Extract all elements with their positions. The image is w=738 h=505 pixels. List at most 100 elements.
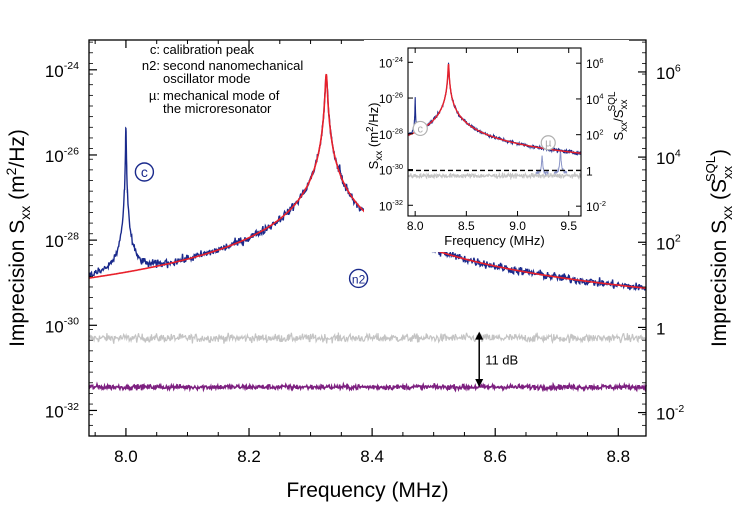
inset-y-title-part: S	[366, 160, 381, 169]
y-tick-label-base: 10	[45, 402, 64, 421]
inset-y-tick-label-exp: -32	[392, 198, 403, 207]
y2-tick-label-exp: -2	[675, 403, 685, 415]
y-tick-label-base: 10	[45, 62, 64, 81]
y2-tick-label-exp: 6	[675, 62, 681, 74]
y2-tick-label: 102	[656, 233, 681, 254]
inset-y-tick-label-base: 10	[379, 92, 393, 106]
x-tick-label: 8.8	[606, 447, 630, 466]
y-axis-title: Imprecision Sxx (m2/Hz)	[3, 129, 33, 347]
y-title-part: /Hz)	[6, 129, 29, 168]
inset-mu-peak	[535, 155, 549, 176]
y2-title-sub: xx	[719, 206, 735, 220]
inset-x-tick-label: 8.0	[407, 219, 424, 233]
y2-tick-label-base: 10	[656, 405, 675, 424]
inset-y2-title-sup: SQL	[607, 91, 618, 111]
legend-text: the microresonator	[163, 101, 272, 116]
inset-y2-title-part: S	[611, 131, 626, 140]
inset-y-tick-label-base: 10	[379, 164, 393, 178]
inset-y2-axis-title: Sxx/SxxSQL	[607, 91, 630, 140]
inset-y2-tick-label: 1	[586, 164, 593, 178]
y2-axis-title: Imprecision Sxx (SxxSQL)	[703, 149, 735, 347]
inset-y-tick-label-base: 10	[379, 199, 393, 213]
inset-frame	[407, 47, 582, 217]
inset-background	[364, 40, 629, 252]
y-tick-label-base: 10	[45, 147, 64, 166]
inset-y2-tick-label-exp: 4	[599, 92, 603, 101]
inset-y2-tick-label-exp: 6	[599, 56, 603, 65]
annotation-circle	[348, 268, 369, 289]
y2-tick-label-exp: 2	[675, 233, 681, 245]
inset-y-tick-label: 10-28	[379, 126, 403, 141]
inset-y2-tick-label-base: 1	[586, 164, 593, 178]
inset-y2-tick-label: 106	[586, 56, 604, 71]
inset-y-title-part: /Hz)	[366, 103, 381, 127]
x-tick-label: 8.4	[360, 447, 384, 466]
inset-y-tick-label: 10-24	[379, 55, 403, 70]
inset-y2-tick-label-base: 10	[586, 200, 600, 214]
y2-tick-label-base: 10	[656, 234, 675, 253]
y-tick-label-base: 10	[45, 232, 64, 251]
inset-plot: 8.0 8.5 9.0 9.510-2410-2610-2810-3010-32106…	[364, 40, 630, 252]
inset-y-title-sub: xx	[374, 151, 385, 161]
legend-text: mechanical mode of	[163, 88, 280, 103]
inset-y2-tick-label-base: 10	[586, 93, 600, 107]
inset-annotation-label: µ	[545, 138, 552, 150]
y-tick-label: 10-26	[45, 145, 79, 166]
fit-series	[88, 73, 647, 289]
legend-text: oscillator mode	[163, 71, 250, 86]
arrow-head-top	[475, 331, 484, 340]
inset-y2-tick-label-base: 10	[586, 57, 600, 71]
inset-y2-title-sub: xx	[619, 100, 630, 110]
x-tick-label: 8.6	[483, 447, 507, 466]
y-tick-label-exp: -24	[64, 60, 79, 72]
inset-x-tick-label: 9.0	[509, 219, 526, 233]
inset-y2-title-part: /S	[611, 109, 626, 122]
inset-x-axis-title: Frequency (MHz)	[444, 233, 544, 248]
inset-annotation-label: c	[418, 123, 424, 135]
y-tick-label-exp: -28	[64, 230, 79, 242]
inset-y2-tick-label: 10-2	[586, 199, 606, 214]
x-tick-label: 8.2	[237, 447, 261, 466]
detector-noise-series	[88, 381, 647, 393]
y-tick-label: 10-28	[45, 230, 79, 251]
inset-y-title-part: (m	[366, 132, 381, 151]
inset-annotation-circle	[412, 120, 428, 137]
y-tick-label: 10-32	[45, 401, 79, 422]
inset-y-tick-label-base: 10	[379, 56, 393, 70]
inset-y-tick-label-exp: -26	[392, 91, 403, 100]
annotation-label: n2	[352, 272, 366, 286]
x-tick-label: 8.0	[114, 447, 138, 466]
y-tick-label-exp: -26	[64, 145, 79, 157]
y-title-sub: xx	[17, 206, 33, 220]
inset-y-tick-label-exp: -24	[392, 55, 403, 64]
y-tick-label: 10-30	[45, 316, 79, 337]
y-tick-label-exp: -30	[64, 316, 79, 328]
inset-y-title-sup: 2	[365, 126, 376, 132]
y2-tick-label-base: 10	[656, 64, 675, 83]
y-tick-label: 10-24	[45, 60, 79, 81]
shot-noise-series	[88, 332, 647, 345]
inset-y-tick-label: 10-26	[379, 91, 403, 106]
annotation-circle	[134, 162, 155, 182]
y-tick-label-base: 10	[45, 317, 64, 336]
y2-tick-label-exp: 4	[675, 147, 681, 159]
arrow-head-bottom	[475, 379, 484, 388]
arrow-label: 11 dB	[485, 352, 518, 367]
y-title-part: Imprecision S	[6, 220, 29, 347]
y2-title-part: Imprecision S	[708, 220, 731, 347]
inset-y-tick-label-exp: -30	[392, 162, 403, 171]
legend-key: µ:	[149, 88, 160, 103]
y2-tick-label: 10-2	[656, 403, 684, 424]
inset-y-tick-label: 10-30	[379, 162, 403, 177]
inset-y-tick-label: 10-32	[379, 198, 403, 213]
y2-tick-label-base: 1	[656, 319, 665, 338]
inset-x-tick-label: 8.5	[458, 219, 475, 233]
inset-shot-noise-series	[407, 171, 582, 180]
inset-y2-tick-label-exp: -2	[599, 199, 606, 208]
inset-annotation-circle	[540, 135, 556, 151]
y2-title-sub: xx	[720, 165, 735, 179]
annotation-label: c	[141, 164, 148, 180]
x-axis-title: Frequency (MHz)	[286, 479, 448, 502]
y2-tick-label: 1	[656, 319, 665, 338]
